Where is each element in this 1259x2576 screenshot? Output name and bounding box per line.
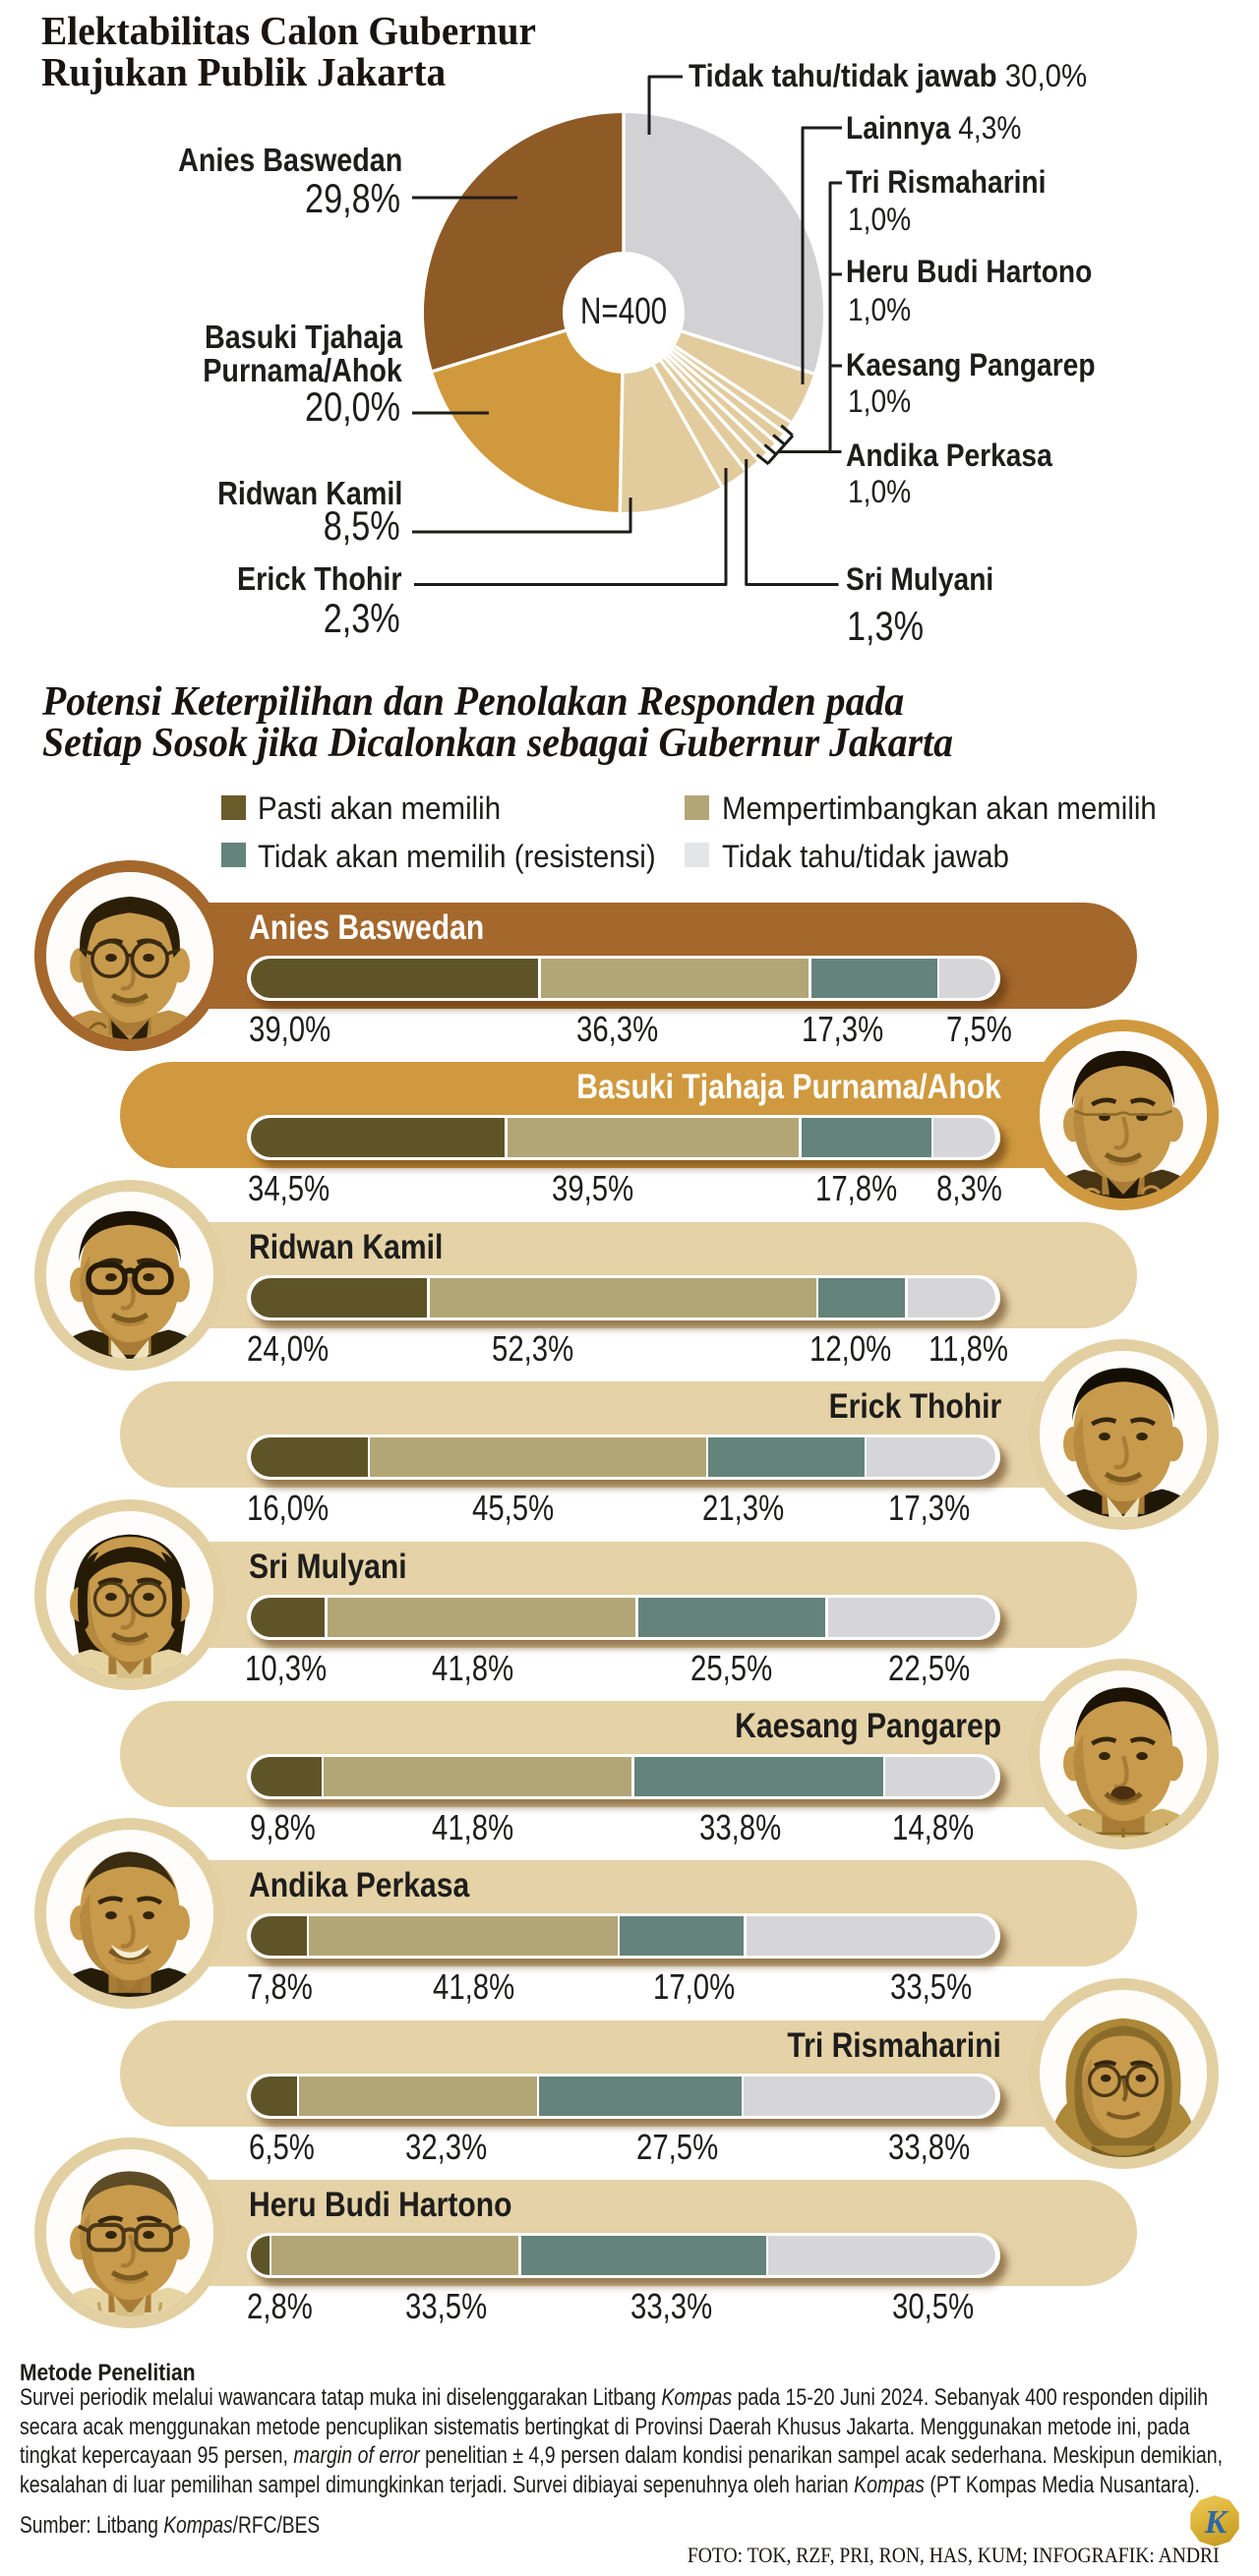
svg-text:K: K [1204,2504,1229,2541]
